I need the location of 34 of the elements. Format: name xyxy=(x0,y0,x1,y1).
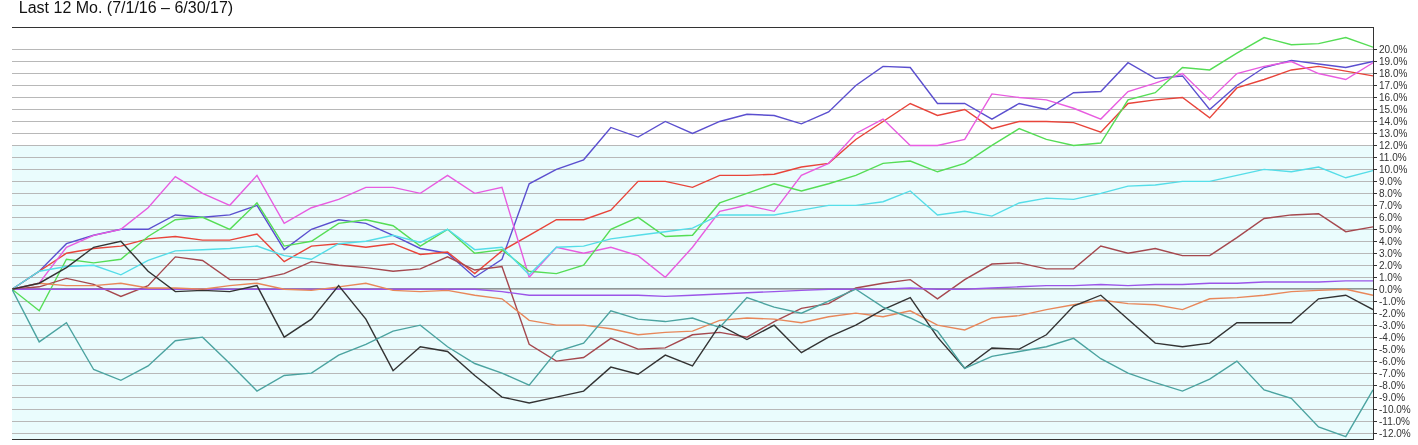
y-tick-label: 4.0% xyxy=(1379,235,1402,247)
y-tick-label: 17.0% xyxy=(1379,80,1408,92)
y-tick-label: 11.0% xyxy=(1379,151,1407,163)
y-tick-label: 1.0% xyxy=(1379,271,1402,283)
y-tick-label: 13.0% xyxy=(1379,127,1408,139)
y-tick-label: 10.0% xyxy=(1379,163,1408,175)
y-tick-label: 15.0% xyxy=(1379,103,1408,115)
y-tick-label: -9.0% xyxy=(1379,391,1406,403)
y-tick-label: -11.0% xyxy=(1379,415,1411,427)
y-tick-label: -6.0% xyxy=(1379,355,1406,367)
y-tick-label: -12.0% xyxy=(1379,427,1411,439)
y-tick-label: 9.0% xyxy=(1379,175,1402,187)
y-tick-label: -7.0% xyxy=(1379,367,1406,379)
y-tick-label: 20.0% xyxy=(1379,44,1408,56)
y-tick-label: 7.0% xyxy=(1379,199,1402,211)
y-tick-label: -10.0% xyxy=(1379,403,1411,415)
y-tick-label: 12.0% xyxy=(1379,139,1408,151)
y-tick-label: 6.0% xyxy=(1379,211,1402,223)
y-tick-label: 0.0% xyxy=(1379,283,1402,295)
y-tick-label: 8.0% xyxy=(1379,187,1402,199)
y-tick-label: 5.0% xyxy=(1379,223,1402,235)
y-tick-label: -8.0% xyxy=(1379,379,1406,391)
y-tick-label: 3.0% xyxy=(1379,247,1402,259)
y-tick-label: 2.0% xyxy=(1379,259,1402,271)
chart-title: Last 12 Mo. (7/1/16 – 6/30/17) xyxy=(18,0,234,17)
y-tick-label: -3.0% xyxy=(1379,319,1406,331)
y-tick-label: 14.0% xyxy=(1379,115,1408,127)
y-tick-label: -4.0% xyxy=(1379,331,1406,343)
y-tick-label: 19.0% xyxy=(1379,56,1408,68)
y-tick-label: 18.0% xyxy=(1379,68,1408,80)
y-tick-label: -1.0% xyxy=(1379,295,1406,307)
y-tick-label: 16.0% xyxy=(1379,92,1408,103)
y-tick-label: -5.0% xyxy=(1379,343,1406,355)
y-tick-label: -2.0% xyxy=(1379,307,1406,319)
